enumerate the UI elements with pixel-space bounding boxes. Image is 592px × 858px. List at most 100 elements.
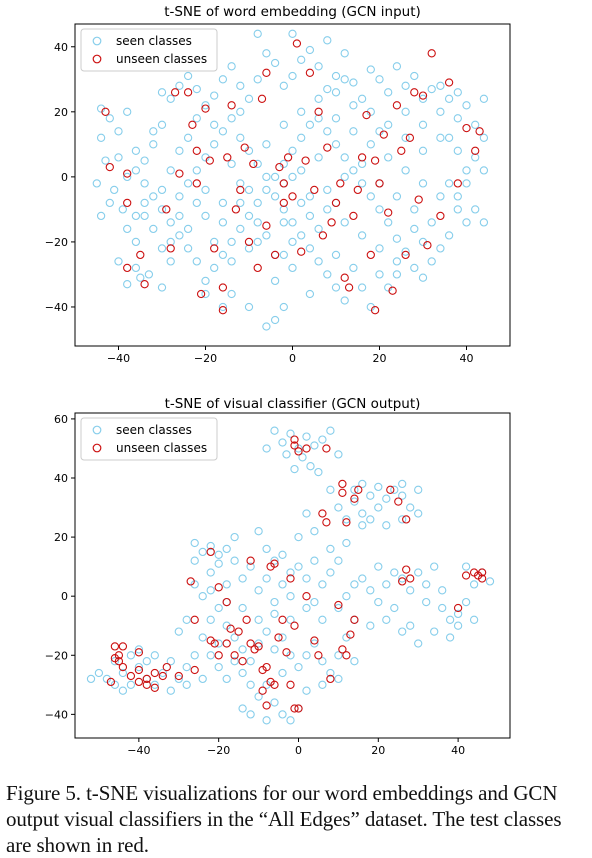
point-seen [183,133,193,142]
point-seen [461,562,471,571]
point-unseen [405,133,415,142]
y-tick-label: 0 [61,171,68,184]
point-seen [227,114,236,123]
point-unseen [136,250,145,260]
point-seen [227,159,236,169]
point-seen [453,192,462,201]
point-unseen [274,633,283,642]
point-unseen [322,518,331,527]
point-seen [288,218,297,227]
point-seen [246,710,255,719]
point-unseen [477,568,487,577]
point-unseen [140,280,149,289]
point-seen [236,107,245,116]
point-seen [302,509,311,518]
point-seen [244,211,254,221]
point-seen [430,627,439,636]
point-unseen [231,205,241,214]
point-unseen [110,642,120,651]
point-seen [398,574,407,583]
point-seen [206,586,215,595]
point-unseen [196,289,206,299]
point-seen [410,224,419,234]
point-seen [326,485,335,494]
point-seen [150,651,159,660]
point-unseen [350,494,359,503]
point-seen [175,146,184,155]
series-seen [92,29,489,331]
point-seen [286,592,295,601]
y-tick: −40 [45,301,75,314]
point-seen [262,140,271,149]
point-unseen [475,127,484,136]
point-seen [357,94,367,103]
point-seen [438,586,447,595]
point-seen [294,662,303,672]
point-seen [297,133,306,142]
point-unseen [370,306,380,315]
point-seen [323,36,332,45]
point-unseen [292,39,302,48]
point-seen [253,159,262,169]
point-unseen [254,642,263,651]
point-unseen [282,648,291,657]
point-seen [218,218,228,227]
point-seen [262,172,271,182]
point-seen [278,550,287,559]
point-seen [157,205,167,214]
point-seen [149,224,158,234]
point-seen [157,185,167,195]
point-seen [175,81,184,90]
point-seen [214,559,223,568]
point-unseen [397,146,406,155]
point-unseen [134,648,144,657]
point-seen [244,244,254,253]
point-seen [254,615,263,624]
point-seen [374,482,383,492]
x-tick-label: 20 [371,744,385,757]
point-unseen [461,571,471,580]
point-seen [222,580,231,589]
point-unseen [270,680,279,689]
point-unseen [223,153,232,162]
x-tick-label: −20 [207,744,230,757]
point-seen [236,133,245,142]
point-unseen [205,156,214,165]
point-seen [218,198,228,208]
point-seen [288,263,297,273]
point-unseen [314,651,323,660]
point-seen [279,205,288,214]
point-seen [201,276,210,286]
point-seen [471,153,480,162]
point-unseen [105,162,114,172]
point-seen [305,120,315,129]
point-seen [410,263,419,273]
point-seen [279,218,288,227]
point-seen [310,597,319,607]
point-seen [350,657,359,666]
point-unseen [234,627,243,636]
point-seen [340,296,349,305]
point-seen [453,609,463,619]
point-seen [286,429,295,438]
point-seen [105,114,114,123]
point-seen [262,444,271,453]
point-unseen [334,600,343,610]
legend-box [80,28,218,72]
chart-title: t-SNE of visual classifier (GCN output) [165,396,421,412]
point-seen [323,84,332,94]
point-seen [471,205,480,214]
point-seen [210,91,219,100]
point-seen [323,185,332,195]
point-unseen [222,597,231,607]
point-seen [198,633,207,642]
point-seen [278,438,287,447]
point-seen [254,639,263,648]
point-unseen [375,179,384,188]
point-seen [210,140,219,149]
point-unseen [379,130,388,139]
point-seen [418,146,428,155]
point-seen [190,651,199,660]
point-seen [222,544,231,554]
y-tick-label: −20 [45,649,68,662]
